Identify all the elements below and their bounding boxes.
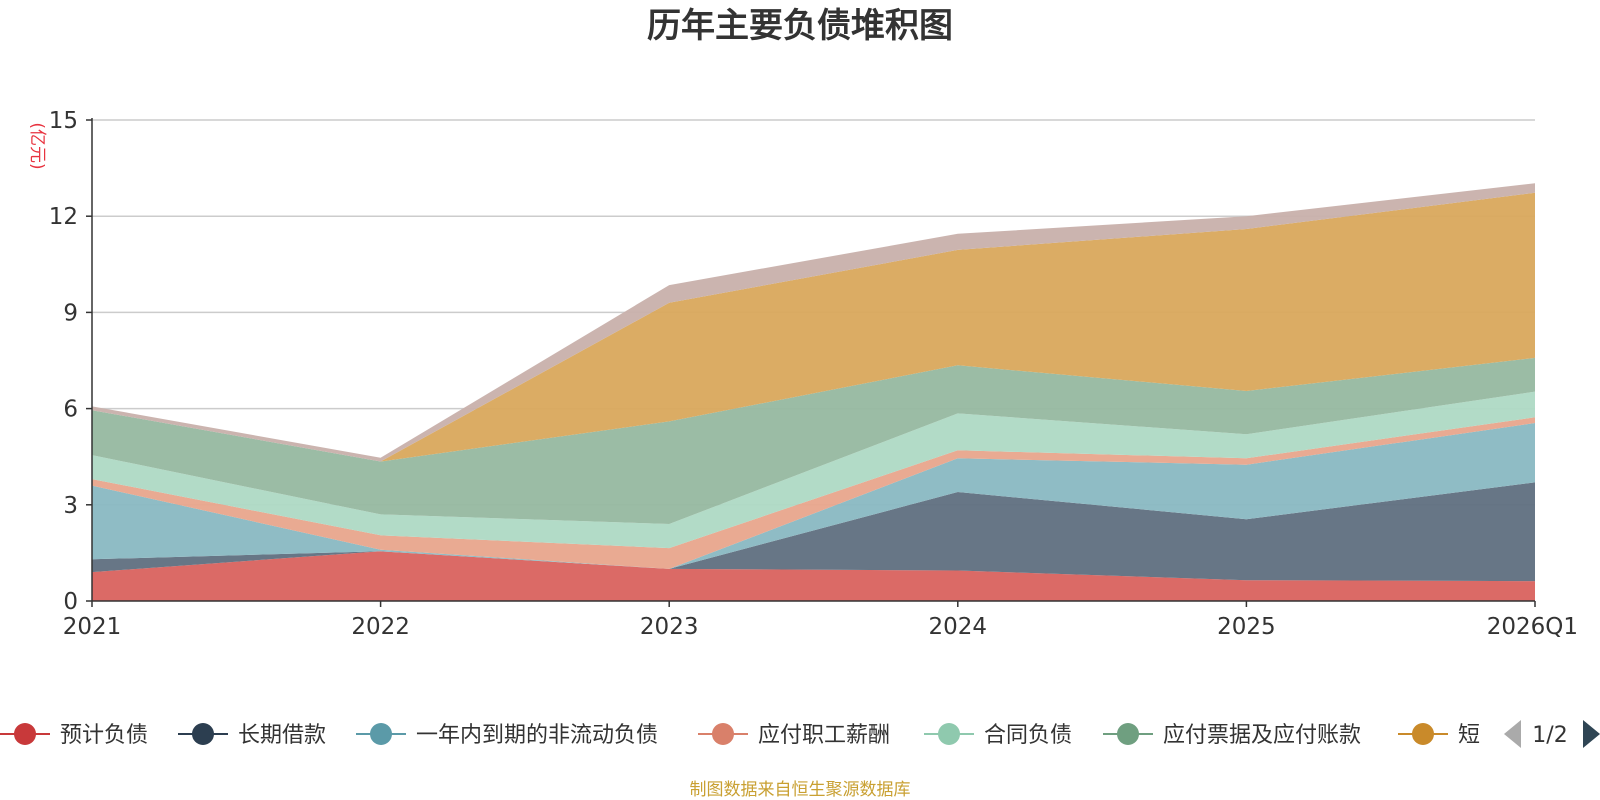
legend-item-一年内到期的非流动负债[interactable]: 一年内到期的非流动负债	[356, 723, 658, 748]
area-一年内到期的非流动负债	[92, 423, 1535, 569]
y-tick-label: 15	[49, 108, 78, 134]
legend-item-预计负债[interactable]: 预计负债	[0, 723, 148, 748]
legend-marker-icon	[1412, 723, 1434, 745]
legend-marker-icon	[14, 723, 36, 745]
legend-prev-page-icon[interactable]	[1504, 720, 1521, 748]
legend-label: 预计负债	[60, 723, 148, 748]
legend-item-长期借款[interactable]: 长期借款	[178, 723, 326, 748]
legend-next-page-icon[interactable]	[1583, 720, 1600, 748]
area-应付票据及应付账款	[92, 357, 1535, 524]
area-合同负债	[92, 391, 1535, 549]
legend-page-indicator: 1/2	[1532, 723, 1567, 748]
legend-item-合同负债[interactable]: 合同负债	[924, 723, 1072, 748]
data-source-note: 制图数据来自恒生聚源数据库	[690, 780, 911, 800]
x-tick-label: 2026Q1	[1487, 614, 1578, 640]
y-tick-label: 0	[63, 589, 78, 615]
chart-title: 历年主要负债堆积图	[647, 6, 953, 46]
y-tick-label: 12	[49, 204, 78, 230]
x-tick-label: 2023	[640, 614, 699, 640]
legend-marker-icon	[1117, 723, 1139, 745]
area-短期借款	[92, 192, 1535, 462]
y-tick-label: 3	[63, 493, 78, 519]
y-tick-label: 6	[63, 397, 78, 423]
legend-label: 应付票据及应付账款	[1163, 723, 1361, 748]
x-tick-label: 2025	[1217, 614, 1276, 640]
axes: 0 3 6 9 12 15 2021 2022 2023 2024 2025 2026Q1	[49, 108, 1578, 640]
area-其他	[92, 183, 1535, 462]
y-axis-unit: (亿元)	[27, 122, 47, 169]
legend-label: 合同负债	[984, 723, 1072, 748]
x-tick-label: 2022	[351, 614, 410, 640]
legend-label: 短	[1458, 723, 1480, 748]
legend-label: 一年内到期的非流动负债	[416, 723, 658, 748]
x-tick-label: 2024	[929, 614, 988, 640]
legend-marker-icon	[712, 723, 734, 745]
legend[interactable]: 预计负债 长期借款 一年内到期的非流动负债 应付职工薪酬 合同负债 应付票据及应付账款 短 1…	[0, 720, 1600, 748]
y-tick-label: 9	[63, 300, 78, 326]
area-长期借款	[92, 482, 1535, 582]
legend-marker-icon	[370, 723, 392, 745]
legend-label: 应付职工薪酬	[758, 723, 890, 748]
legend-item-应付职工薪酬[interactable]: 应付职工薪酬	[698, 723, 890, 748]
legend-marker-icon	[192, 723, 214, 745]
legend-item-短[interactable]: 短	[1398, 723, 1480, 748]
area-预计负债	[92, 551, 1535, 601]
legend-label: 长期借款	[238, 723, 326, 748]
x-tick-label: 2021	[63, 614, 122, 640]
legend-marker-icon	[938, 723, 960, 745]
area-series	[92, 183, 1535, 601]
legend-item-应付票据及应付账款[interactable]: 应付票据及应付账款	[1103, 723, 1361, 748]
